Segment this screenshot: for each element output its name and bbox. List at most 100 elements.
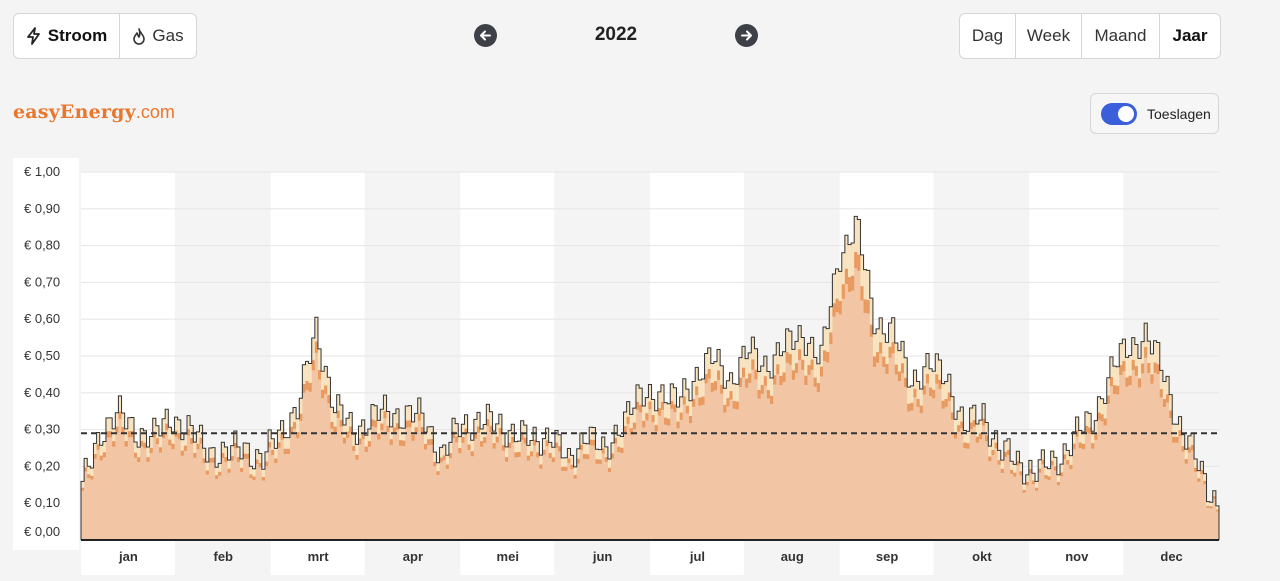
surcharge-segment (520, 420, 525, 434)
price-bar (211, 447, 216, 540)
surcharge-segment (692, 381, 696, 399)
price-bar (561, 457, 565, 540)
surcharge-segment (1178, 416, 1182, 431)
tax-segment (218, 471, 222, 476)
tax-segment (1169, 410, 1173, 418)
y-tick-label: € 0,90 (24, 201, 60, 216)
price-bar (701, 378, 705, 540)
price-bar (972, 405, 977, 540)
price-bar (713, 361, 718, 540)
surcharge-segment (944, 381, 949, 399)
tax-segment (127, 431, 132, 438)
tax-segment (1072, 443, 1076, 450)
tab-gas[interactable]: Gas (120, 14, 196, 58)
price-bar (124, 428, 129, 540)
surcharge-segment (1041, 449, 1045, 460)
price-bar (614, 425, 618, 540)
price-bar (171, 431, 175, 540)
tax-segment (249, 474, 253, 479)
price-bar (1144, 323, 1148, 540)
price-bar (240, 458, 244, 540)
x-tick-label: jul (689, 549, 705, 564)
surcharge-segment (685, 389, 690, 406)
price-bar (844, 235, 849, 540)
surcharge-segment (336, 394, 341, 411)
tax-segment (358, 438, 362, 445)
y-tick-label: € 0,80 (24, 238, 60, 253)
tax-segment (664, 417, 668, 425)
tab-stroom[interactable]: Stroom (14, 14, 120, 58)
price-bar (717, 349, 721, 540)
tax-segment (430, 439, 434, 445)
price-bar (1091, 431, 1095, 540)
price-bar (1006, 438, 1011, 540)
surcharge-segment (664, 402, 668, 418)
price-bar (130, 417, 135, 540)
price-bar (810, 337, 815, 540)
surcharge-segment (196, 431, 200, 444)
surcharge-segment (935, 353, 939, 375)
tax-segment (1112, 385, 1117, 394)
price-bar (1028, 460, 1033, 540)
price-bar (1053, 457, 1058, 540)
price-bar (539, 455, 543, 540)
previous-year-button[interactable] (474, 24, 497, 47)
surcharge-segment (339, 405, 344, 420)
tab-week[interactable]: Week (1016, 14, 1082, 58)
tax-segment (1075, 430, 1080, 437)
tab-dag[interactable]: Dag (960, 14, 1016, 58)
price-bar (604, 446, 609, 540)
surcharge-segment (561, 457, 565, 467)
tax-segment (293, 422, 297, 429)
toeslagen-toggle[interactable]: Toeslagen (1090, 93, 1219, 134)
price-bar (788, 331, 793, 540)
price-bar (813, 357, 818, 540)
price-bar (165, 409, 169, 540)
surcharge-segment (1172, 424, 1176, 437)
price-bar (1044, 467, 1048, 540)
price-bar (529, 440, 534, 540)
surcharge-segment (249, 466, 253, 475)
price-bar (277, 430, 281, 540)
tax-segment (1044, 475, 1048, 479)
tax-segment (221, 452, 225, 458)
surcharge-segment (741, 346, 746, 368)
toggle-switch[interactable] (1101, 102, 1137, 125)
tax-segment (1103, 418, 1108, 426)
tax-segment (193, 452, 197, 458)
tax-segment (545, 440, 550, 447)
tax-segment (165, 423, 169, 431)
surcharge-segment (844, 235, 849, 269)
tax-segment (604, 457, 609, 462)
surcharge-segment (847, 244, 852, 278)
tab-jaar[interactable]: Jaar (1172, 26, 1208, 45)
price-bar (876, 328, 880, 540)
tax-segment (352, 445, 356, 452)
tab-maand[interactable]: Maand (1082, 14, 1160, 58)
price-bar (420, 413, 425, 540)
tax-segment (115, 426, 119, 434)
price-bar (1000, 460, 1005, 540)
tax-segment (152, 431, 157, 438)
tax-segment (402, 440, 406, 447)
tax-segment (274, 458, 278, 464)
next-year-button[interactable] (735, 24, 758, 47)
tax-segment (1147, 362, 1151, 373)
surcharge-segment (988, 446, 992, 457)
price-bar (461, 424, 465, 540)
price-bar (888, 323, 892, 540)
price-bar (1162, 381, 1167, 540)
surcharge-segment (134, 441, 138, 453)
price-bar (355, 444, 359, 540)
surcharge-segment (826, 328, 830, 352)
price-bar (798, 325, 802, 540)
price-bar (452, 418, 456, 540)
surcharge-segment (882, 333, 886, 357)
tax-segment (857, 254, 861, 271)
tax-segment (308, 382, 313, 392)
price-bar (1010, 461, 1014, 540)
price-bar (102, 441, 107, 540)
tax-segment (470, 451, 475, 457)
price-bar (582, 443, 587, 540)
price-bar (467, 432, 472, 540)
